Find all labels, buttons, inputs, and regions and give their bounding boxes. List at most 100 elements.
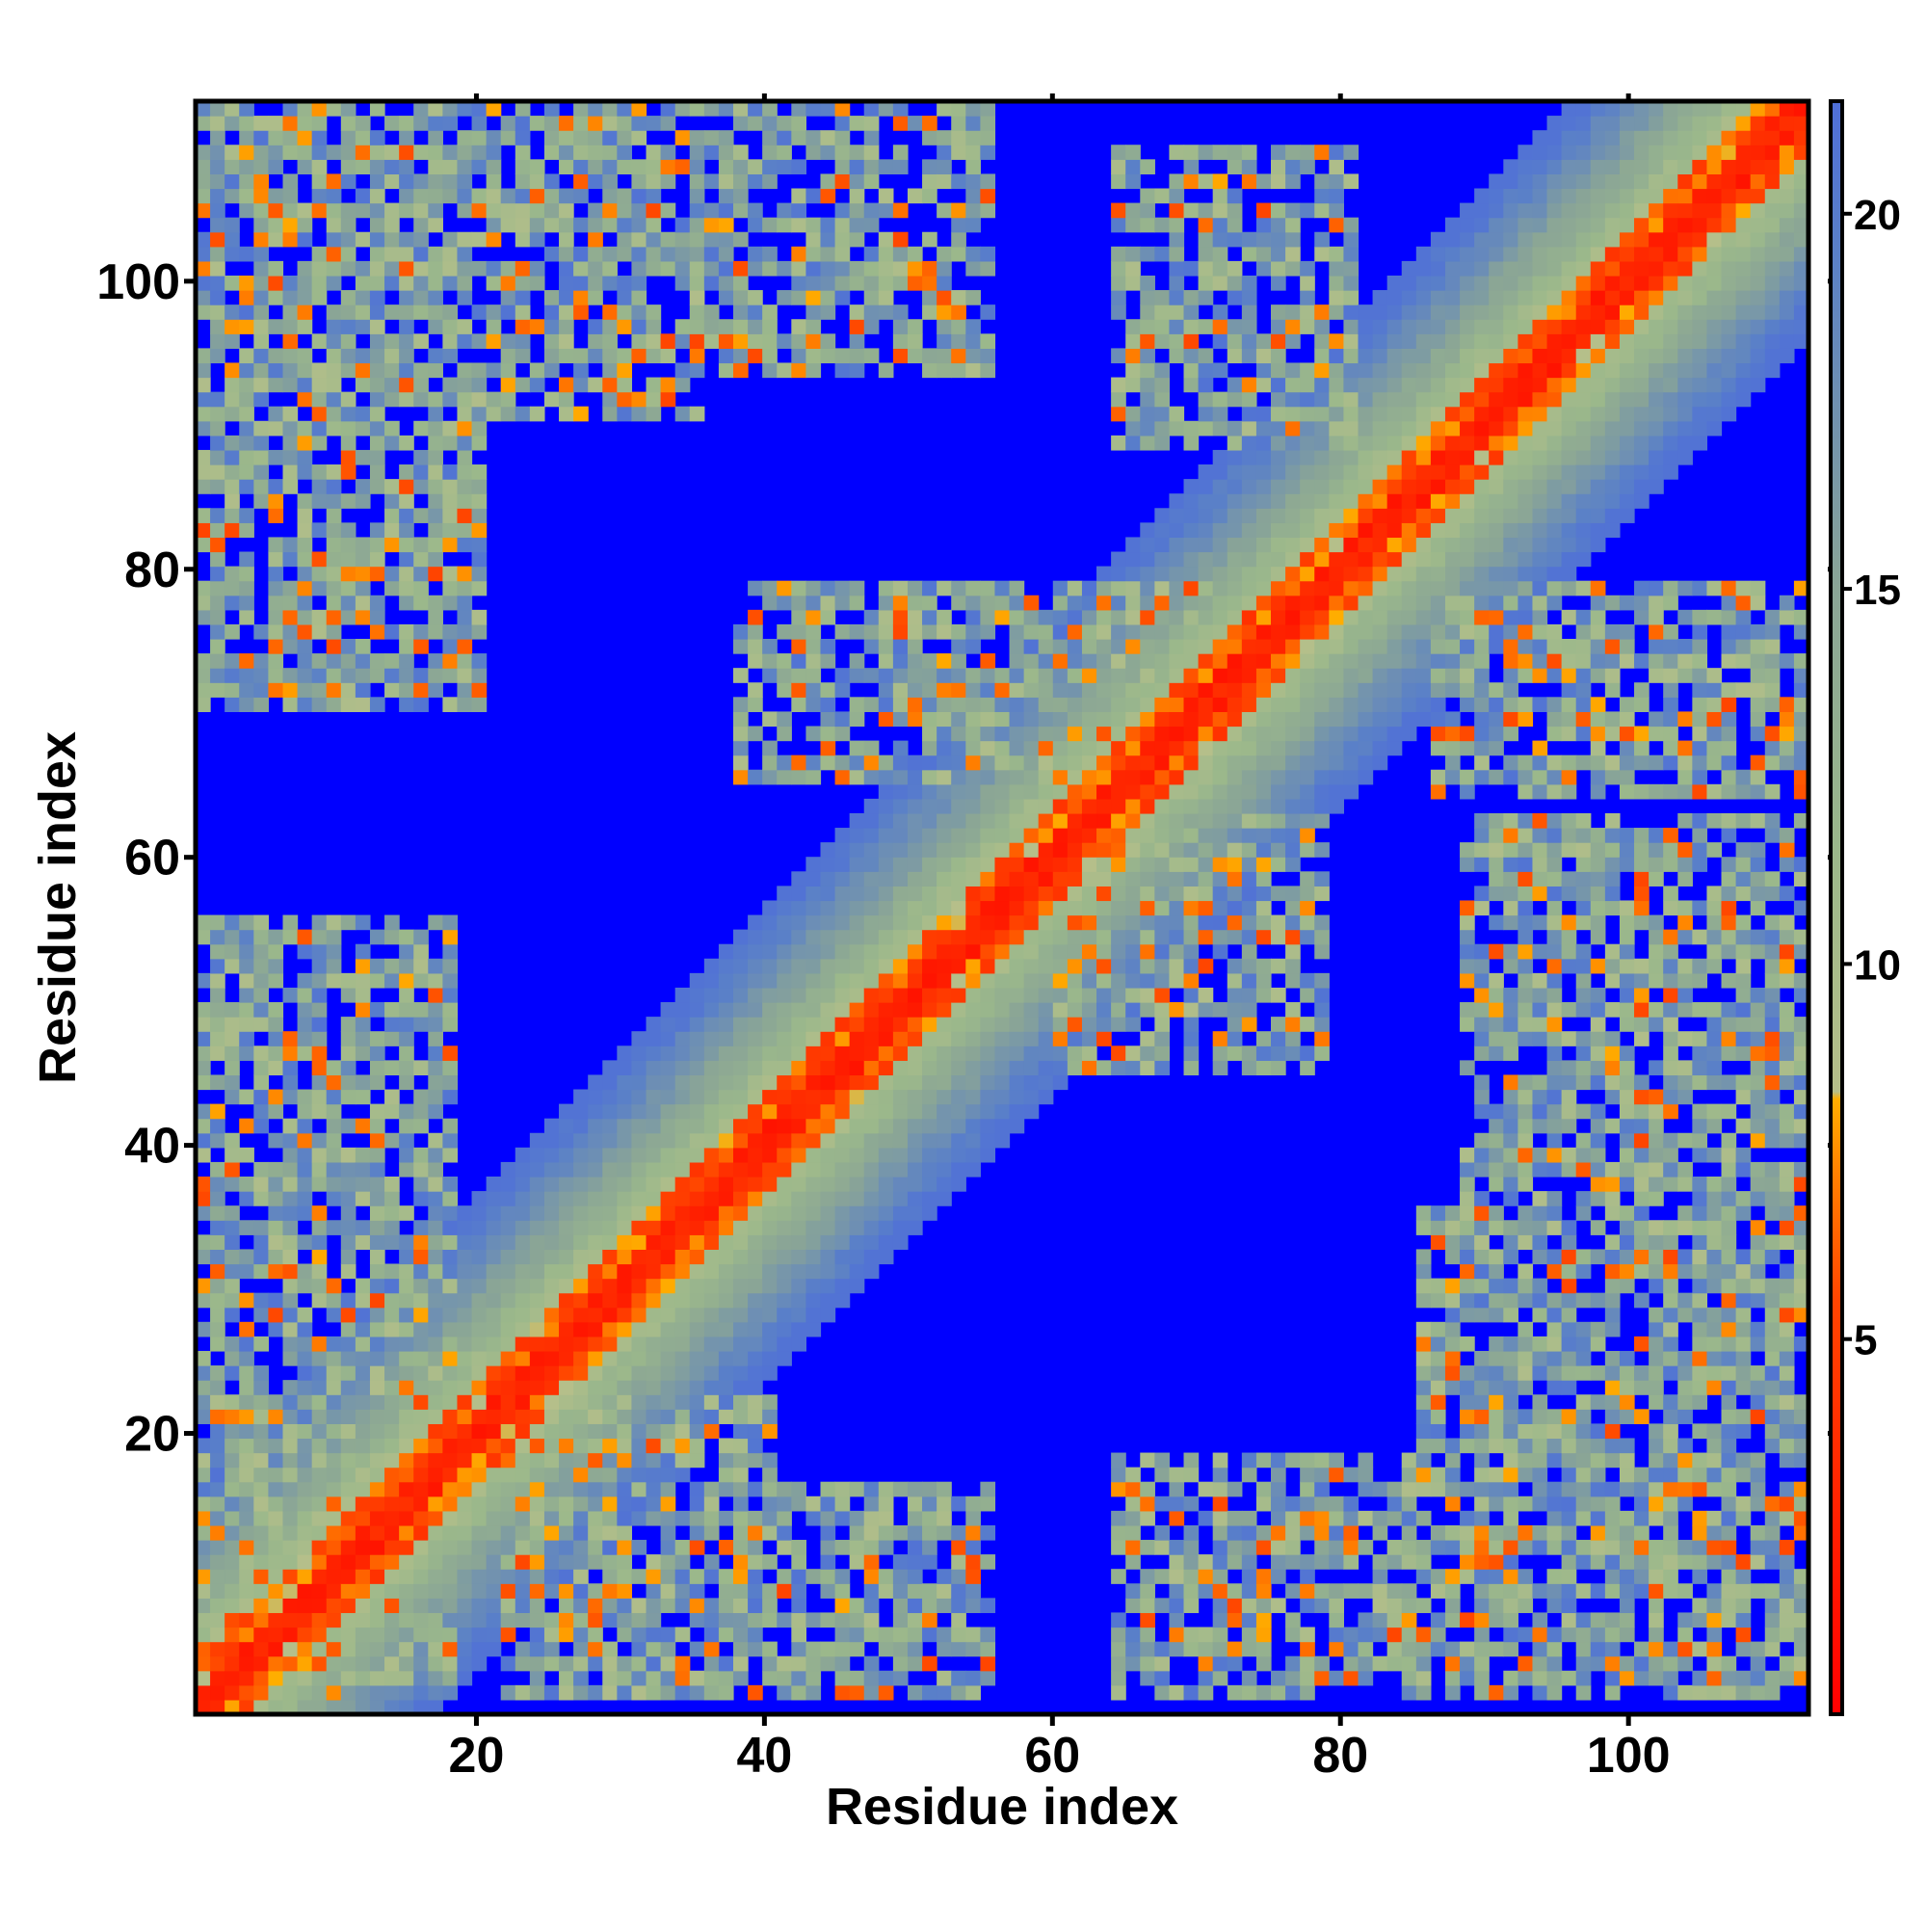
heatmap-cell <box>602 1205 618 1221</box>
heatmap-cell <box>559 260 574 277</box>
heatmap-cell <box>224 929 240 945</box>
heatmap-cell <box>1241 609 1257 625</box>
heatmap-cell <box>1271 464 1286 480</box>
heatmap-cell <box>878 1132 894 1149</box>
heatmap-cell <box>384 1132 400 1149</box>
heatmap-cell <box>1285 1670 1301 1686</box>
heatmap-cell <box>1067 1017 1083 1032</box>
heatmap-cell <box>457 435 473 451</box>
heatmap-cell <box>937 972 952 989</box>
heatmap-cell <box>674 1467 691 1483</box>
heatmap-cell <box>762 1060 778 1076</box>
heatmap-cell <box>805 1074 822 1091</box>
heatmap-cell <box>529 275 545 291</box>
heatmap-cell <box>791 1292 806 1309</box>
heatmap-cell <box>602 1380 618 1395</box>
heatmap-cell <box>922 1060 937 1076</box>
heatmap-cell <box>369 1321 385 1337</box>
heatmap-cell <box>1183 1060 1200 1076</box>
heatmap-cell <box>1198 145 1214 160</box>
heatmap-cell <box>529 1234 545 1250</box>
heatmap-cell <box>660 1684 676 1701</box>
heatmap-cell <box>1300 1495 1315 1512</box>
heatmap-cell <box>1154 522 1171 539</box>
heatmap-cell <box>733 1495 749 1512</box>
heatmap-cell <box>718 1031 734 1046</box>
heatmap-cell <box>1023 682 1040 698</box>
heatmap-cell <box>1140 362 1155 379</box>
heatmap-cell <box>951 580 966 596</box>
heatmap-cell <box>907 1540 923 1555</box>
heatmap-cell <box>268 1524 284 1541</box>
heatmap-cell <box>907 1103 923 1120</box>
heatmap-cell <box>1285 1583 1301 1599</box>
heatmap-cell <box>951 1583 966 1599</box>
heatmap-cell <box>718 231 734 248</box>
heatmap-cell <box>748 1263 763 1280</box>
heatmap-cell <box>326 668 342 683</box>
heatmap-cell <box>965 1147 981 1163</box>
heatmap-cell <box>573 1540 589 1555</box>
heatmap-cell <box>210 1074 225 1091</box>
heatmap-cell <box>239 682 254 698</box>
heatmap-cell <box>1125 173 1141 190</box>
heatmap-cell <box>951 1103 966 1120</box>
heatmap-cell <box>224 1670 240 1686</box>
heatmap-cell <box>515 173 531 190</box>
heatmap-cell <box>994 871 1011 887</box>
heatmap-cell <box>297 1481 313 1497</box>
heatmap-cell <box>748 1147 763 1163</box>
heatmap-cell <box>399 1002 414 1018</box>
heatmap-cell <box>1212 391 1228 408</box>
heatmap-cell <box>340 1627 356 1643</box>
heatmap-cell <box>297 275 313 291</box>
heatmap-cell <box>399 1336 414 1352</box>
heatmap-cell <box>965 1554 981 1570</box>
heatmap-cell <box>791 972 806 989</box>
heatmap-cell <box>689 1031 705 1046</box>
heatmap-cell <box>471 1278 488 1294</box>
heatmap-cell <box>980 1481 996 1497</box>
heatmap-cell <box>892 333 909 349</box>
heatmap-cell <box>457 1234 473 1250</box>
heatmap-cell <box>457 537 473 553</box>
heatmap-cell <box>1271 362 1286 379</box>
heatmap-cell <box>733 1177 749 1192</box>
heatmap-cell <box>428 623 443 640</box>
heatmap-cell <box>748 929 763 945</box>
heatmap-cell <box>951 987 966 1003</box>
heatmap-cell <box>1227 580 1243 596</box>
heatmap-cell <box>1052 668 1069 683</box>
heatmap-cell <box>965 1017 981 1032</box>
heatmap-cell <box>384 623 400 640</box>
heatmap-cell <box>878 1118 894 1134</box>
heatmap-cell <box>428 1569 443 1584</box>
heatmap-cell <box>428 1060 443 1076</box>
heatmap-cell <box>369 972 385 989</box>
heatmap-cell <box>689 1147 705 1163</box>
heatmap-cell <box>703 1655 720 1672</box>
heatmap-cell <box>1212 420 1228 437</box>
heatmap-cell <box>413 668 429 683</box>
heatmap-cell <box>820 653 836 669</box>
heatmap-cell <box>442 595 459 611</box>
heatmap-cell <box>355 1365 371 1381</box>
heatmap-cell <box>791 668 806 683</box>
heatmap-cell <box>849 1132 865 1149</box>
heatmap-cell <box>703 1017 720 1032</box>
heatmap-cell <box>1111 740 1126 756</box>
heatmap-cell <box>428 1655 443 1672</box>
heatmap-cell <box>646 1220 662 1235</box>
heatmap-cell <box>210 609 225 625</box>
heatmap-cell <box>428 914 443 931</box>
heatmap-cell <box>791 1554 806 1570</box>
heatmap-cell <box>1067 900 1083 916</box>
heatmap-cell <box>224 1612 240 1628</box>
heatmap-cell <box>268 1017 284 1032</box>
heatmap-cell <box>457 1612 473 1628</box>
heatmap-cell <box>937 1684 952 1701</box>
heatmap-cell <box>922 1627 937 1643</box>
heatmap-cell <box>951 304 966 320</box>
heatmap-cell <box>1140 1481 1155 1497</box>
heatmap-cell <box>573 1234 589 1250</box>
